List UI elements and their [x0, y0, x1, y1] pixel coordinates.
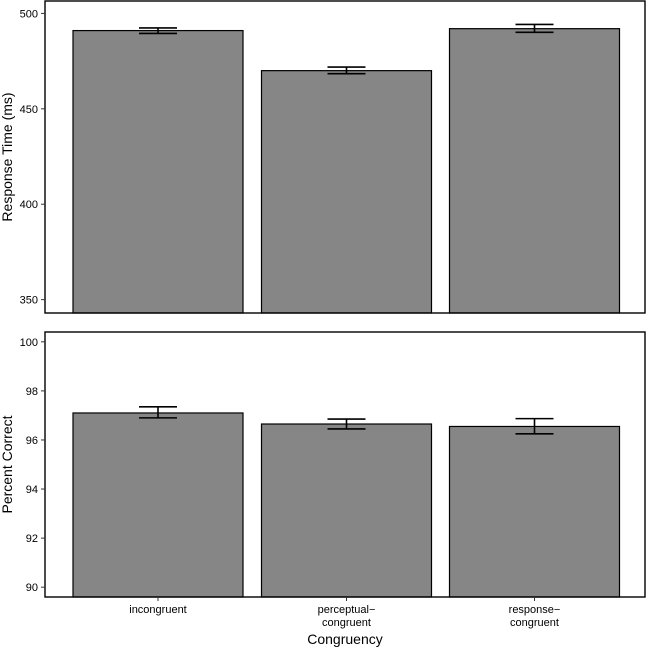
y-tick-label: 92: [26, 533, 38, 545]
y-tick-label: 400: [20, 199, 38, 211]
bar-response-congruent: [448, 425, 621, 598]
percent-correct-panel: 90 92 94 96 98 100 Percent Correct incongruent p…: [0, 331, 646, 647]
panel-border: [44, 0, 646, 314]
x-tick-label-incongruent: incongruent: [129, 604, 187, 616]
y-tick-label: 90: [26, 582, 38, 594]
error-bar-perceptual-congruent: [327, 418, 366, 430]
y-tick-label: 450: [20, 104, 38, 116]
response-time-panel: 350 400 450 500 Response Time (ms): [0, 0, 646, 314]
panel-border: [44, 331, 646, 598]
y-tick-label: 94: [26, 484, 38, 496]
error-bar-response-congruent: [515, 417, 554, 435]
y-tick-label: 350: [20, 295, 38, 307]
y-tick-label: 500: [20, 8, 38, 20]
y-axis-title: Percent Correct: [0, 415, 15, 513]
bar-response-congruent: [448, 28, 621, 314]
error-bar-perceptual-congruent: [327, 66, 366, 75]
error-bar-incongruent: [139, 406, 177, 419]
x-tick-label-response-congruent: response−: [509, 604, 561, 616]
x-axis-title: Congruency: [307, 631, 383, 647]
y-axis-title: Response Time (ms): [0, 92, 15, 221]
bar-perceptual-congruent: [260, 423, 433, 598]
bar-incongruent: [72, 29, 244, 314]
x-tick-label-perceptual-congruent: perceptual−: [318, 604, 376, 616]
y-tick-label: 96: [26, 435, 38, 447]
x-tick-label-response-congruent: congruent: [510, 617, 559, 629]
y-tick-label: 100: [20, 337, 38, 349]
bar-incongruent: [72, 412, 244, 598]
x-tick-label-perceptual-congruent: congruent: [322, 617, 371, 629]
error-bar-response-congruent: [515, 23, 554, 34]
y-tick-label: 98: [26, 386, 38, 398]
error-bar-incongruent: [139, 27, 177, 35]
bar-perceptual-congruent: [260, 70, 433, 314]
